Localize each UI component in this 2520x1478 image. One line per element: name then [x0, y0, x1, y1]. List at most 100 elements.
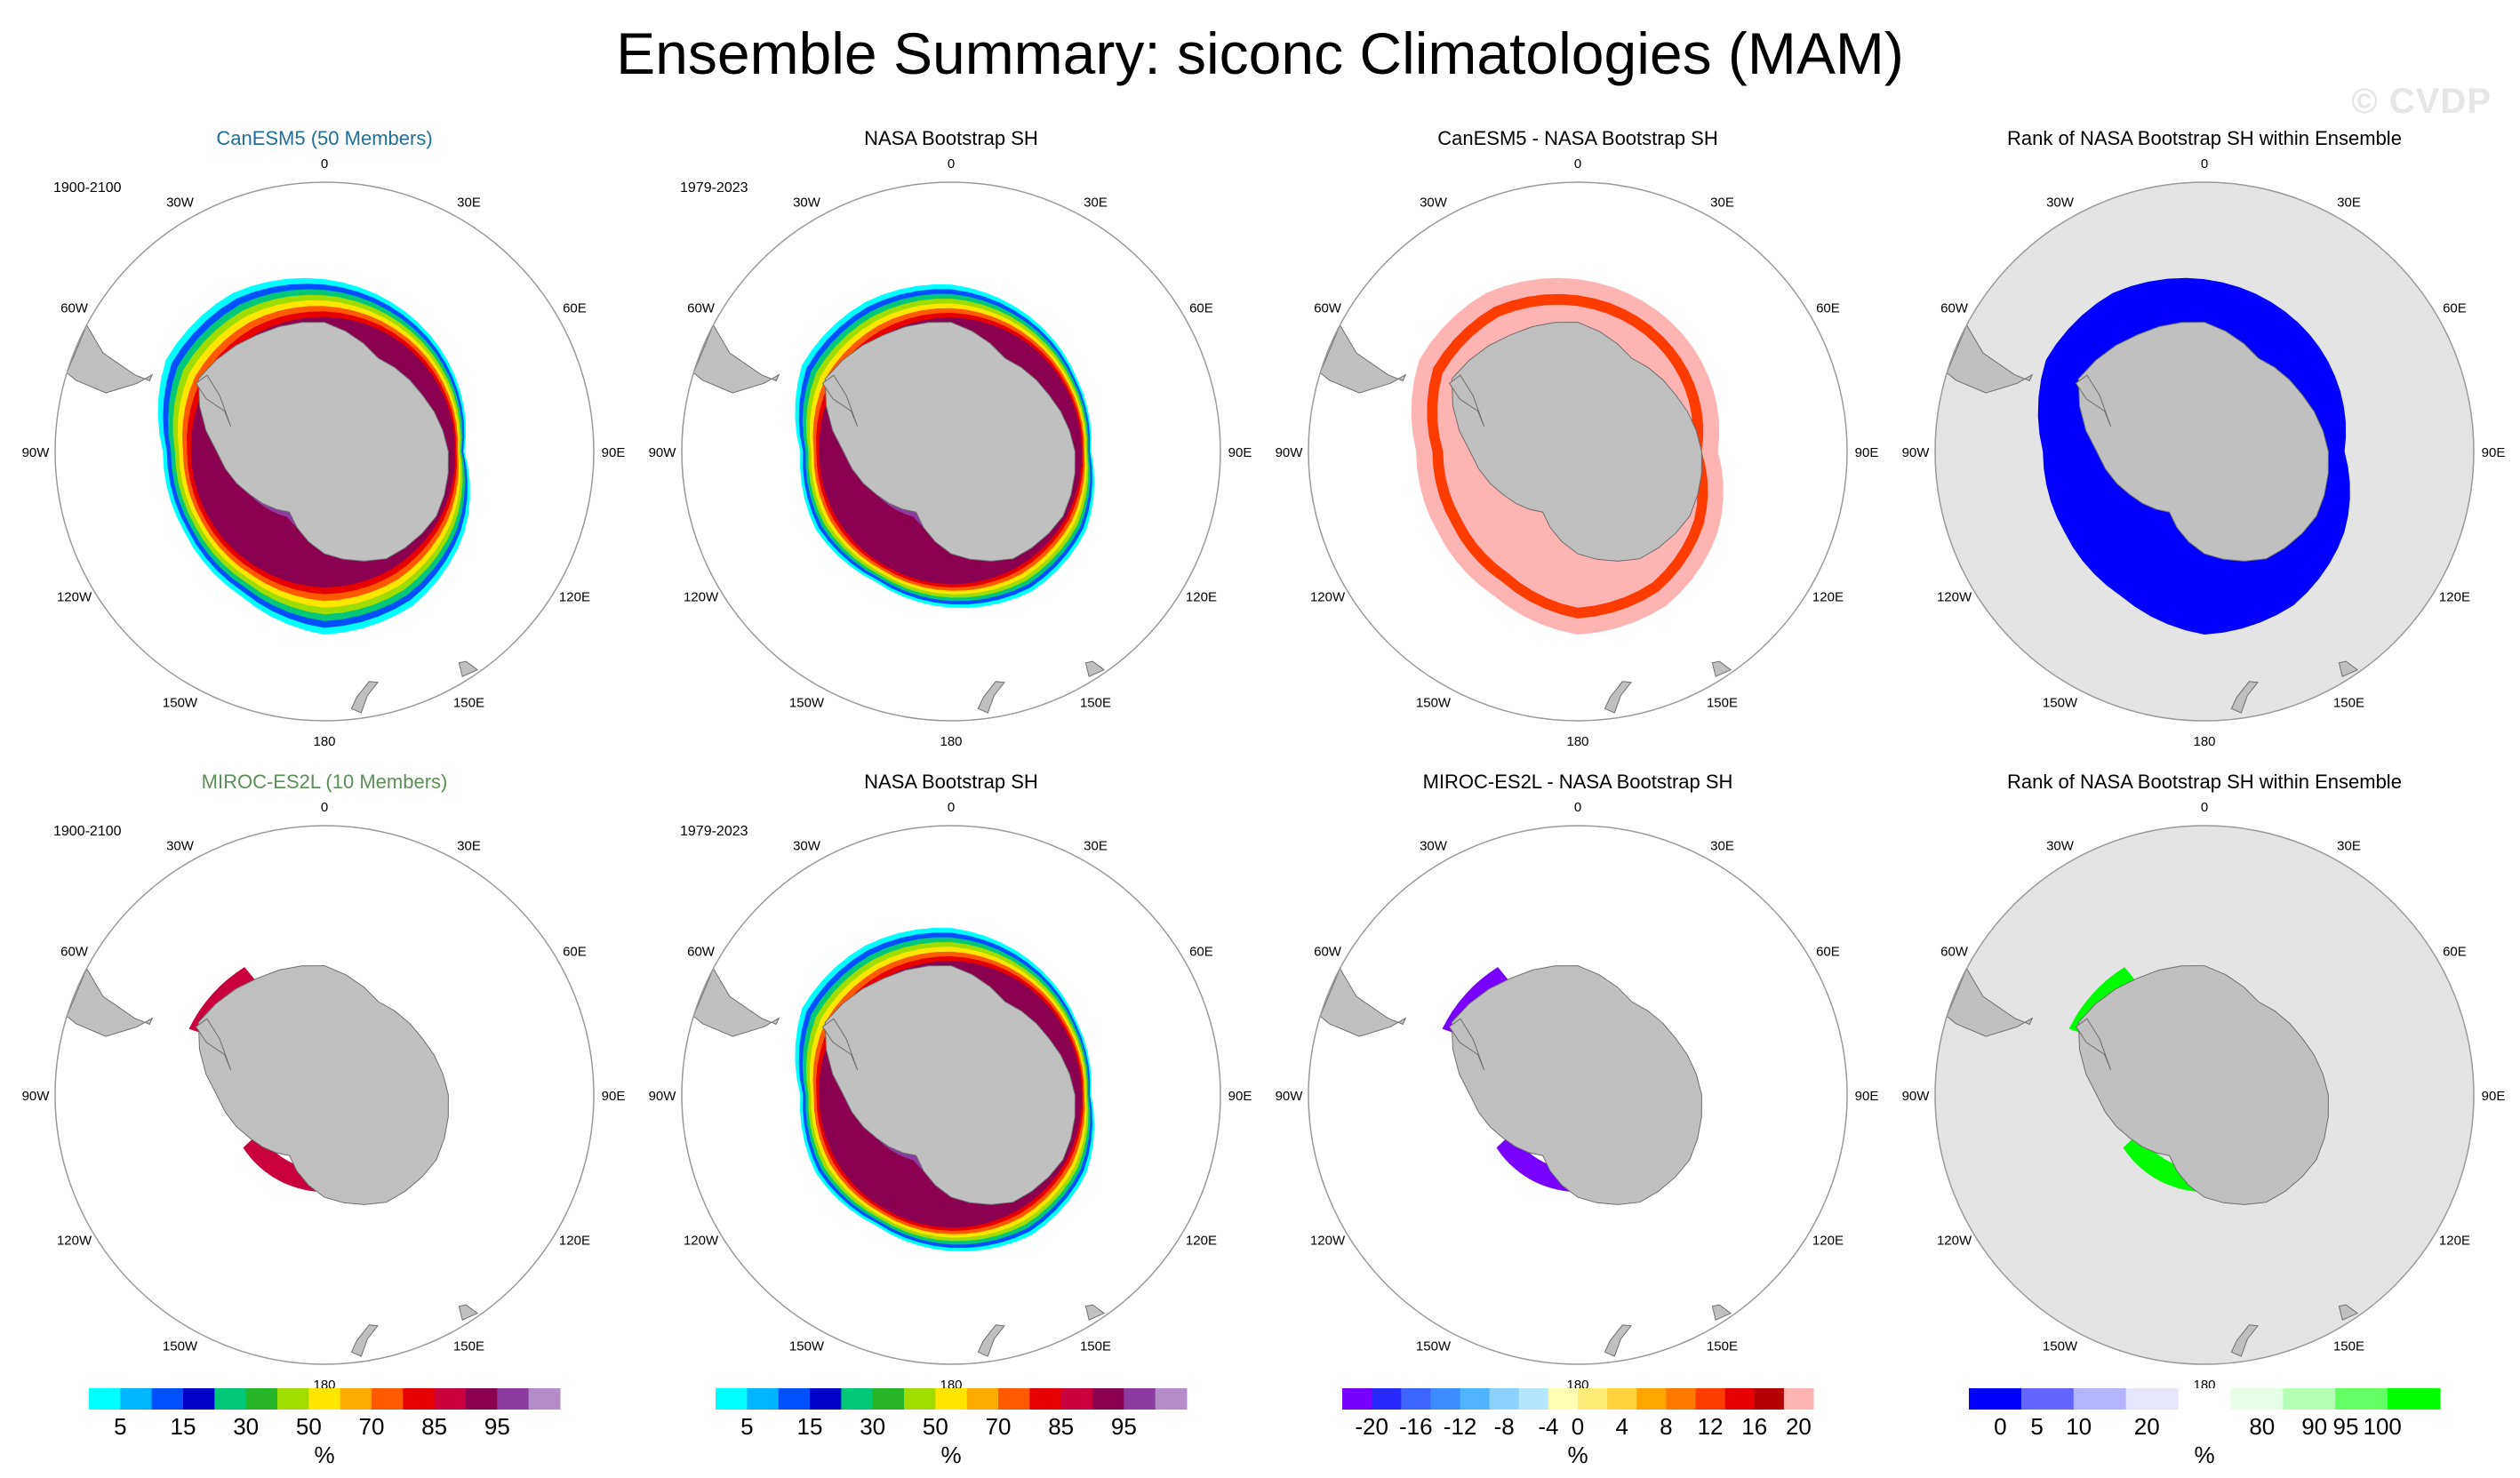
- colorbar-swatch: [245, 1388, 278, 1410]
- map-panel: 030E60E90E120E150E180150W120W90W60W30WNA…: [649, 771, 1252, 1393]
- longitude-label: 0: [948, 156, 955, 172]
- map-body: [692, 928, 1106, 1357]
- longitude-label: 150W: [2043, 695, 2078, 710]
- colorbar-tick-label: 80: [2249, 1413, 2275, 1440]
- longitude-label: 150W: [2043, 1338, 2078, 1354]
- longitude-label: 30W: [1420, 196, 1448, 211]
- longitude-label: 0: [321, 800, 328, 815]
- longitude-label: 90W: [1902, 1089, 1931, 1104]
- longitude-label: 30E: [1084, 196, 1108, 211]
- colorbar-tick-label: 5: [2030, 1413, 2043, 1440]
- map-panel: 030E60E90E120E150E180150W120W90W60W30WNA…: [649, 127, 1252, 749]
- coastal-ice-region: [243, 1132, 316, 1192]
- colorbar-swatch: [528, 1388, 561, 1410]
- colorbar-swatch: [935, 1388, 968, 1410]
- longitude-label: 0: [948, 800, 955, 815]
- antarctica-landmass: [197, 322, 449, 562]
- longitude-label: 60E: [1816, 301, 1840, 316]
- longitude-label: 180: [940, 734, 962, 749]
- panel-title: Rank of NASA Bootstrap SH within Ensembl…: [2007, 127, 2402, 149]
- antarctica-landmass: [197, 965, 449, 1205]
- panel-period: 1979-2023: [680, 824, 748, 839]
- longitude-label: 150E: [453, 695, 484, 710]
- colorbar-swatch: [277, 1388, 309, 1410]
- map-panel: 030E60E90E120E150E180150W120W90W60W30WMI…: [1276, 771, 1879, 1393]
- panel-title: MIROC-ES2L (10 Members): [202, 771, 448, 793]
- panel-title: Rank of NASA Bootstrap SH within Ensembl…: [2007, 771, 2402, 793]
- colorbar-swatch: [2388, 1388, 2441, 1410]
- colorbar-swatch: [340, 1388, 372, 1410]
- longitude-label: 120E: [1186, 1234, 1217, 1249]
- longitude-label: 120E: [559, 590, 590, 605]
- colorbar-tick-label: 85: [1048, 1413, 1074, 1440]
- colorbar-swatch: [1372, 1388, 1402, 1410]
- colorbar-swatch: [183, 1388, 215, 1410]
- map-panel: 0 30E 60E 90E 120E 150E 180 150W 120W 90W 60W 30W Ca…: [1276, 127, 1879, 749]
- colorbar-swatch: [1724, 1388, 1756, 1410]
- south-america-landmass: [1946, 967, 2034, 1037]
- new-zealand-landmass: [2230, 681, 2259, 714]
- longitude-label: 90W: [649, 445, 677, 460]
- colorbar-tick-label: 20: [2134, 1413, 2160, 1440]
- antarctic-peninsula: [821, 374, 859, 427]
- map-boundary-circle: [54, 181, 595, 722]
- longitude-label: 120W: [684, 1234, 719, 1249]
- longitude-label: 30W: [2046, 196, 2075, 211]
- longitude-label: 60W: [1314, 301, 1342, 316]
- colorbar-tick-label: 70: [359, 1413, 385, 1440]
- longitude-label: 60E: [563, 301, 587, 316]
- panel-period: 1900-2100: [53, 180, 122, 196]
- longitude-label: 120E: [2439, 1234, 2470, 1249]
- colorbar-tick-label: 20: [1786, 1413, 1812, 1440]
- colorbar-swatch: [2073, 1388, 2127, 1410]
- longitude-label: 90W: [649, 1089, 677, 1104]
- map-body: [1935, 182, 2474, 721]
- tasmania-landmass: [1711, 1304, 1732, 1321]
- antarctic-peninsula: [195, 374, 232, 427]
- longitude-label: 30E: [1710, 839, 1734, 854]
- colorbar-tick-label: 12: [1698, 1413, 1724, 1440]
- colorbar-swatch: [151, 1388, 184, 1410]
- map-boundary-circle: [1308, 181, 1848, 722]
- longitude-label: 150E: [1707, 1338, 1738, 1354]
- longitude-label: 90E: [1228, 1089, 1252, 1104]
- antarctica-landmass: [2077, 965, 2329, 1205]
- tasmania-landmass: [2338, 1304, 2359, 1321]
- new-zealand-landmass: [1604, 681, 1632, 714]
- longitude-label: 120E: [559, 1234, 590, 1249]
- colorbar-swatch: [1548, 1388, 1579, 1410]
- new-zealand-landmass: [1604, 1324, 1632, 1357]
- colorbar-swatch: [497, 1388, 530, 1410]
- colorbar-swatch: [841, 1388, 874, 1410]
- map-panel: 030E60E90E120E150E180150W120W90W60W30WMI…: [22, 771, 626, 1393]
- colorbar: 0 5 10 20 80 90 95 100%: [1969, 1388, 2441, 1468]
- colorbar-swatch: [1518, 1388, 1549, 1410]
- colorbar-swatch: [434, 1388, 467, 1410]
- colorbar: -20 -16 -12 -8 -4 0 4 8 12 16 20%: [1342, 1388, 1814, 1468]
- tasmania-landmass: [1711, 660, 1732, 677]
- map-body: [66, 965, 479, 1357]
- longitude-label: 150E: [1707, 695, 1738, 710]
- map-boundary-circle: [1934, 825, 2475, 1365]
- longitude-label: 120W: [684, 590, 719, 605]
- longitude-label: 180: [313, 734, 335, 749]
- panel-period: 1900-2100: [53, 824, 122, 839]
- colorbar-swatch: [1124, 1388, 1156, 1410]
- colorbar-swatch: [1489, 1388, 1520, 1410]
- south-america-landmass: [66, 324, 154, 394]
- map-panel: 030E60E90E120E150E180150W120W90W60W30WRa…: [1902, 771, 2506, 1393]
- map-body: [692, 284, 1106, 714]
- colorbar-tick-label: 0: [1994, 1413, 2006, 1440]
- map-body: [1319, 277, 1732, 714]
- south-america-landmass: [1946, 324, 2034, 394]
- longitude-label: 120E: [2439, 590, 2470, 605]
- map-boundary-circle: [54, 825, 595, 1365]
- longitude-label: 60E: [1189, 301, 1213, 316]
- colorbar-tick-label: -16: [1399, 1413, 1433, 1440]
- longitude-label: 60W: [1940, 301, 1969, 316]
- longitude-label: 0: [321, 156, 328, 172]
- panel-title: CanESM5 - NASA Bootstrap SH: [1437, 127, 1717, 149]
- longitude-label: 30W: [793, 839, 821, 854]
- colorbar-tick-label: 15: [171, 1413, 196, 1440]
- longitude-label: 120W: [57, 1234, 92, 1249]
